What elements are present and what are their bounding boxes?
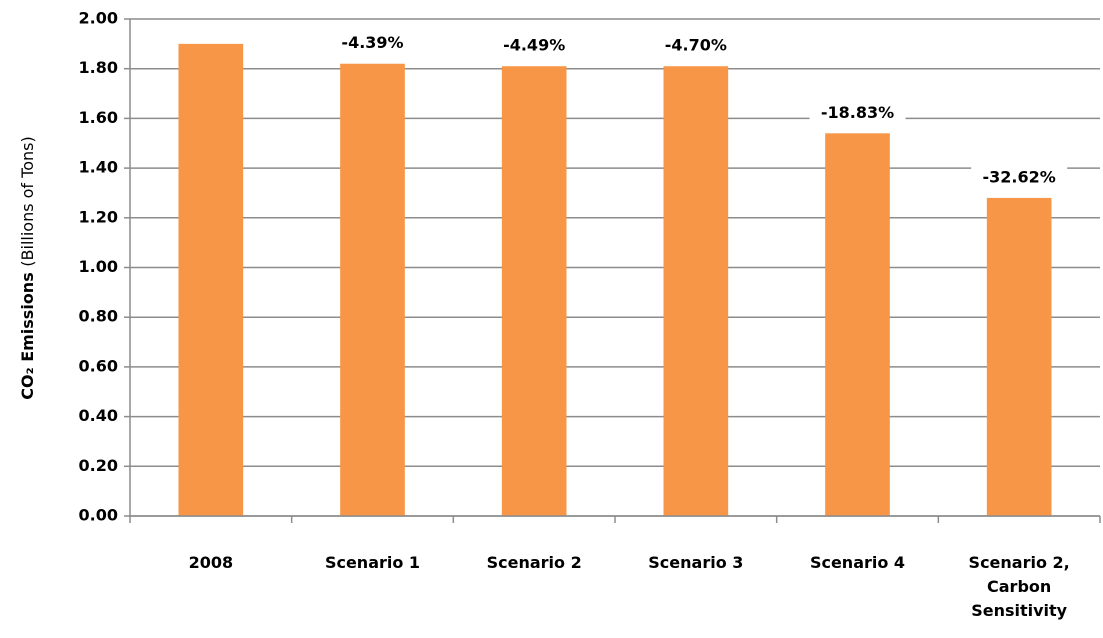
bar: [501, 66, 567, 516]
y-tick-label: 0.60: [79, 356, 118, 375]
y-axis-title-main: CO₂ Emissions: [18, 272, 37, 399]
bar: [340, 63, 405, 516]
y-tick-label: 0.00: [79, 506, 118, 525]
y-tick-label: 1.80: [79, 58, 118, 77]
bar: [825, 133, 890, 516]
annotation-bg: [324, 31, 421, 56]
annotation: -18.83%: [821, 103, 894, 122]
y-axis-title: CO₂ Emissions (Billions of Tons): [18, 136, 37, 399]
y-tick-label: 1.60: [79, 108, 118, 127]
x-tick-label: 2008: [188, 553, 234, 572]
annotation-bg: [647, 34, 744, 59]
x-tick-label: Scenario 3: [648, 553, 744, 572]
annotation: -4.49%: [503, 36, 565, 55]
x-tick-label: Scenario 4: [809, 553, 906, 572]
y-tick-label: 1.00: [79, 257, 118, 276]
x-tick-label: Scenario 2, Carbon Sensitivity: [968, 553, 1070, 620]
y-tick-label: 1.40: [79, 158, 118, 177]
x-tick-label: Scenario 2: [486, 553, 582, 572]
bar: [178, 43, 244, 516]
bar: [663, 66, 729, 516]
bar: [986, 197, 1052, 517]
y-axis-title-unit: (Billions of Tons): [18, 136, 37, 266]
y-tick-label: 1.20: [79, 207, 118, 226]
annotation-bg: [809, 101, 906, 126]
y-tick-label: 0.20: [79, 456, 118, 475]
annotation-bg: [486, 34, 583, 59]
annotation-bg: [971, 165, 1068, 190]
annotation: -4.39%: [341, 33, 403, 52]
annotation: -32.62%: [983, 167, 1056, 186]
annotation: -4.70%: [665, 36, 727, 55]
x-tick-label: Scenario 1: [324, 553, 421, 572]
y-tick-label: 2.00: [79, 9, 118, 28]
y-tick-label: 0.80: [79, 307, 118, 326]
y-tick-label: 0.40: [79, 406, 118, 425]
